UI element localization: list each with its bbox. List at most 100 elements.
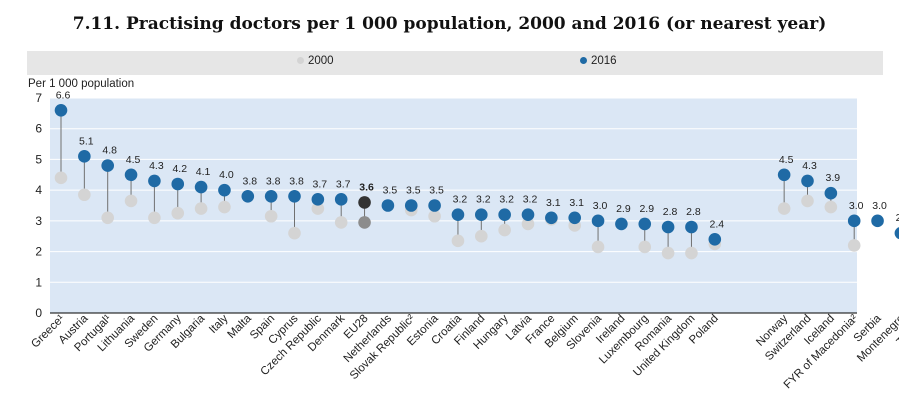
point-2000	[591, 240, 605, 254]
point-2016	[847, 214, 861, 228]
point-2000	[101, 211, 114, 225]
data-label-2016: 3.7	[313, 178, 328, 190]
point-2016	[498, 208, 511, 222]
data-label-2016: 3.2	[523, 194, 538, 206]
point-2000	[148, 211, 161, 225]
data-label-2016: 3.8	[242, 175, 257, 187]
legend: 2000 2016	[27, 51, 883, 75]
point-2000	[334, 216, 348, 229]
point-2016	[334, 193, 348, 206]
data-label-2016: 3.0	[849, 200, 864, 212]
legend-item-2016: 2016	[580, 55, 617, 67]
point-2016	[241, 189, 255, 203]
point-2000	[311, 202, 325, 215]
data-label-2016: 2.6	[896, 212, 899, 224]
point-2000	[661, 246, 675, 260]
data-label-2016: 4.1	[196, 166, 211, 178]
point-2016	[428, 199, 441, 212]
point-2016	[148, 174, 161, 188]
point-2016	[801, 174, 814, 188]
point-2000	[801, 194, 814, 208]
point-2016	[78, 150, 91, 163]
point-2000	[521, 217, 535, 231]
point-2016	[451, 208, 465, 222]
point-2000	[194, 202, 208, 215]
point-2000	[638, 240, 652, 254]
y-tick-label: 0	[35, 306, 42, 320]
data-label-2016: 2.9	[639, 203, 654, 215]
y-tick-label: 7	[35, 91, 42, 105]
data-label-2016: 3.5	[406, 185, 421, 197]
y-axis-label: Per 1 000 population	[28, 78, 135, 90]
point-2016	[824, 186, 838, 200]
point-2000	[358, 216, 371, 229]
point-2016	[381, 199, 395, 212]
data-label-2016: 2.9	[616, 203, 631, 215]
point-2000	[847, 239, 861, 252]
data-label-2016: 3.5	[429, 185, 444, 197]
point-2016	[568, 211, 581, 225]
point-2016	[288, 189, 301, 203]
data-label-2016: 2.8	[686, 206, 701, 218]
point-2016	[404, 199, 418, 212]
legend-label-2000: 2000	[308, 55, 334, 67]
y-tick-label: 1	[35, 275, 42, 289]
y-tick-label: 5	[35, 152, 42, 166]
plot-background	[50, 98, 857, 313]
data-label-2016: 3.5	[383, 185, 398, 197]
data-label-2016: 3.7	[336, 178, 351, 190]
data-label-2016: 3.9	[826, 172, 841, 184]
legend-marker-2016	[580, 57, 587, 64]
data-label-2016: 4.0	[219, 169, 234, 181]
point-2000	[171, 206, 185, 220]
data-label-2016: 3.0	[593, 200, 608, 212]
point-2016	[358, 196, 371, 209]
data-label-2016: 3.2	[499, 194, 514, 206]
data-label-2016: 4.3	[802, 160, 817, 172]
data-label-2016: 6.6	[56, 89, 71, 101]
point-2000	[685, 246, 698, 260]
data-label-2016: 5.1	[79, 135, 94, 147]
data-label-2016: 4.5	[779, 154, 794, 166]
legend-item-2000: 2000	[297, 55, 334, 67]
data-label-2016: 3.2	[453, 194, 468, 206]
y-tick-label: 2	[35, 245, 42, 259]
data-label-2016: 3.1	[569, 197, 584, 209]
point-2016	[264, 189, 278, 203]
point-2000	[124, 194, 138, 208]
data-label-2016: 3.2	[476, 194, 491, 206]
point-2016	[708, 232, 722, 246]
point-2016	[171, 177, 185, 191]
point-2016	[54, 103, 68, 117]
data-label-2016: 4.2	[172, 163, 187, 175]
legend-marker-2000	[297, 57, 304, 64]
chart-title: 7.11. Practising doctors per 1 000 popul…	[72, 14, 827, 34]
point-2016	[871, 214, 884, 228]
legend-label-2016: 2016	[591, 55, 617, 67]
point-2000	[824, 200, 838, 214]
point-2016	[777, 168, 791, 182]
y-tick-label: 6	[35, 122, 42, 136]
point-2000	[498, 223, 511, 237]
y-tick-label: 3	[35, 214, 42, 228]
data-label-2016: 4.5	[126, 154, 141, 166]
data-label-2016: 3.1	[546, 197, 561, 209]
data-label-2016: 4.3	[149, 160, 164, 172]
point-2016	[521, 208, 535, 222]
point-2000	[777, 202, 791, 215]
data-label-2016: 3.8	[266, 175, 281, 187]
data-label-2016: 3.6	[359, 181, 374, 193]
point-2016	[218, 183, 231, 197]
point-2016	[124, 168, 138, 182]
point-2000	[218, 200, 231, 214]
y-tick-label: 4	[35, 183, 42, 197]
point-2016	[894, 227, 899, 240]
point-2016	[101, 159, 114, 172]
point-2000	[451, 234, 465, 248]
data-label-2016: 3.8	[289, 175, 304, 187]
point-2000	[54, 171, 68, 185]
point-2016	[615, 217, 628, 231]
point-2000	[288, 226, 301, 240]
point-2016	[194, 180, 208, 194]
